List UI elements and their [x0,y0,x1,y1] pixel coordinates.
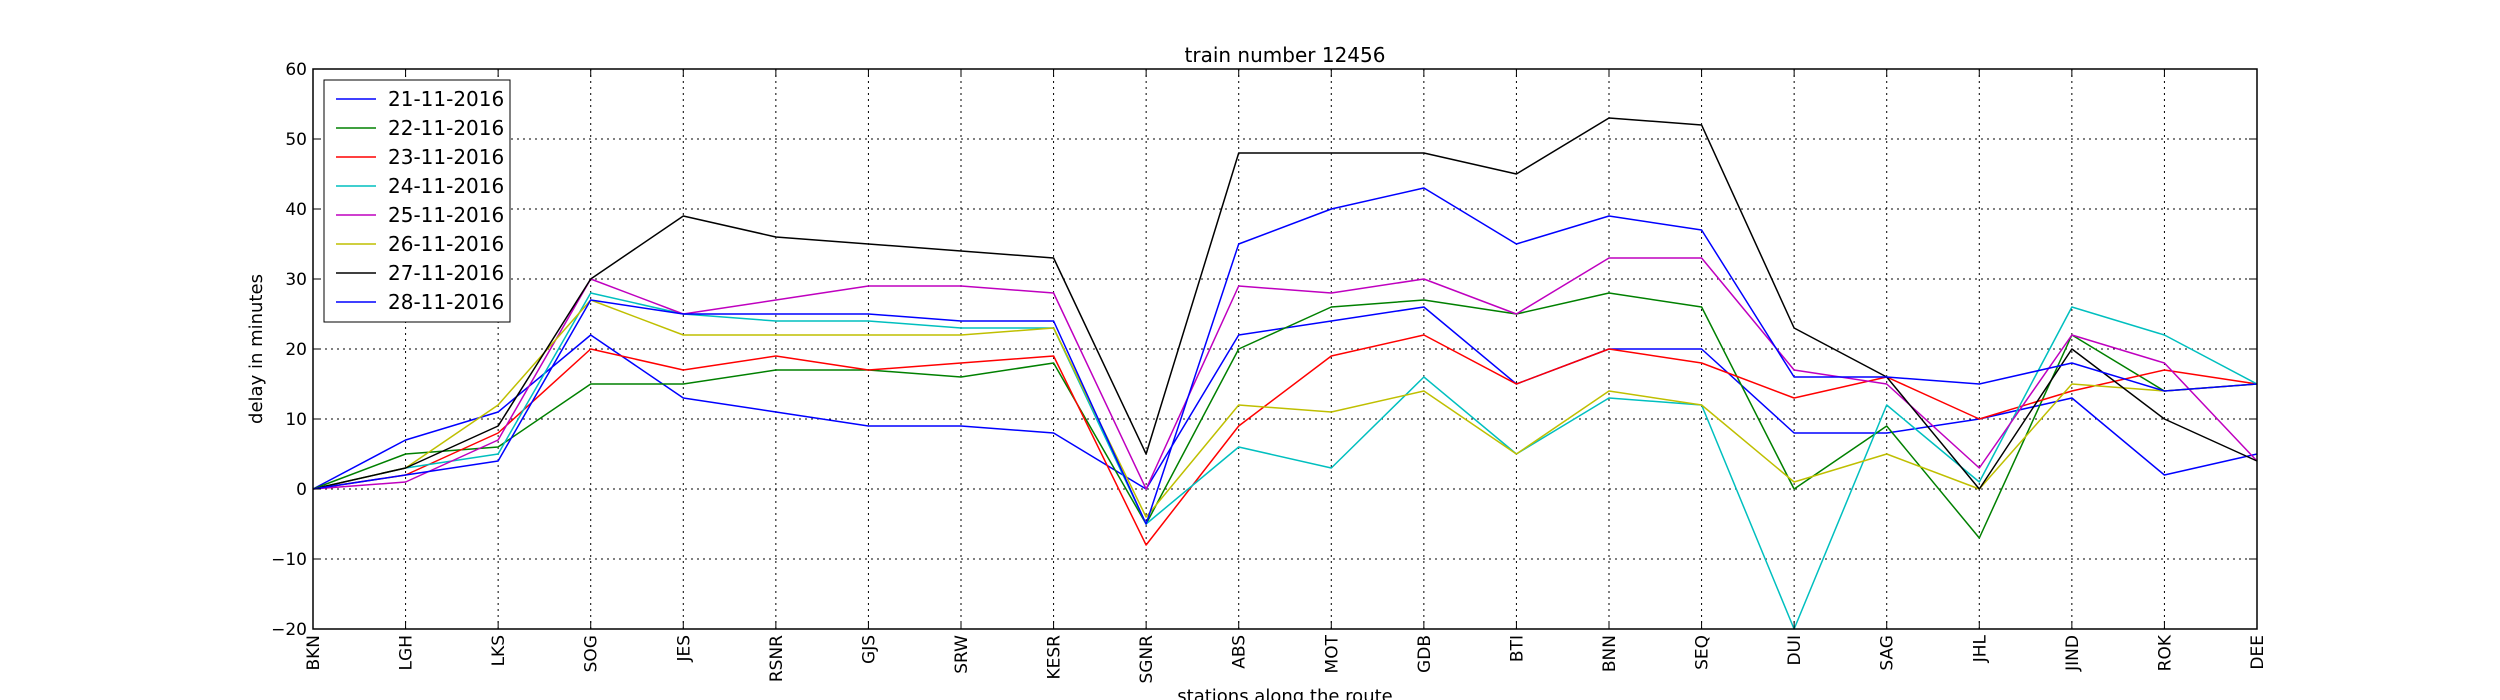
x-tick-label: GJS [859,635,879,664]
legend-label: 23-11-2016 [388,145,504,169]
legend-label: 24-11-2016 [388,174,504,198]
x-tick-label: JIND [2063,635,2083,672]
legend-label: 28-11-2016 [388,290,504,314]
x-tick-label: SGNR [1137,635,1157,684]
legend-label: 25-11-2016 [388,203,504,227]
x-tick-label: ABS [1230,635,1250,669]
chart-title: train number 12456 [1185,43,1386,67]
x-tick-label: RSNR [767,635,787,682]
x-tick-label: GDB [1415,635,1435,673]
x-tick-label: LKS [489,635,509,666]
x-tick-label: SEQ [1693,635,1713,670]
y-tick-label: 20 [285,340,307,360]
x-tick-label: SRW [952,635,972,674]
series-line-27-11-2016 [312,117,2258,490]
y-tick-label: 50 [285,130,307,150]
y-tick-label: 0 [296,480,307,500]
x-tick-label: ROK [2155,634,2175,671]
y-tick-label: 10 [285,410,307,430]
y-tick-label: 30 [285,270,307,290]
legend: 21-11-2016 22-11-2016 23-11-2016 24-11-2016… [323,79,511,323]
y-axis-label: delay in minutes [246,274,267,424]
legend-label: 22-11-2016 [388,116,504,140]
series-line-24-11-2016 [312,292,2258,630]
y-tick-label: 60 [285,60,307,80]
series-line-23-11-2016 [312,334,2258,546]
x-axis-label: stations along the route [1177,686,1392,700]
x-tick-label: SOG [582,635,602,672]
y-tick-label: 40 [285,200,307,220]
x-tick-label: JES [674,635,694,663]
series-lines [312,117,2258,630]
x-tick-label: LGH [397,635,417,670]
x-tick-label: MOT [1322,634,1342,673]
series-line-25-11-2016 [312,257,2258,490]
legend-label: 27-11-2016 [388,261,504,285]
legend-label: 26-11-2016 [388,232,504,256]
x-tick-label: KESR [1045,635,1065,680]
x-tick-label: BTI [1507,635,1527,662]
x-tick-label: BNN [1600,635,1620,672]
series-line-21-11-2016 [312,306,2258,490]
x-tick-label: SAG [1878,635,1898,671]
y-tick-label: −10 [271,550,307,570]
grid [313,69,2257,629]
series-line-28-11-2016 [312,187,2258,525]
y-tick-label: −20 [271,620,307,640]
series-line-22-11-2016 [312,292,2258,539]
legend-box [323,79,511,323]
axis-ticks: −20 −10 0 10 20 30 40 50 60 BKN LGH LKS SOG JES RSNR GJ… [271,60,2268,684]
x-tick-label: DUI [1785,635,1805,666]
x-tick-label: BKN [304,635,324,671]
x-tick-label: JHL [1970,634,1990,663]
x-tick-label: DEE [2248,635,2268,670]
legend-label: 21-11-2016 [388,87,504,111]
series-line-26-11-2016 [312,299,2258,518]
